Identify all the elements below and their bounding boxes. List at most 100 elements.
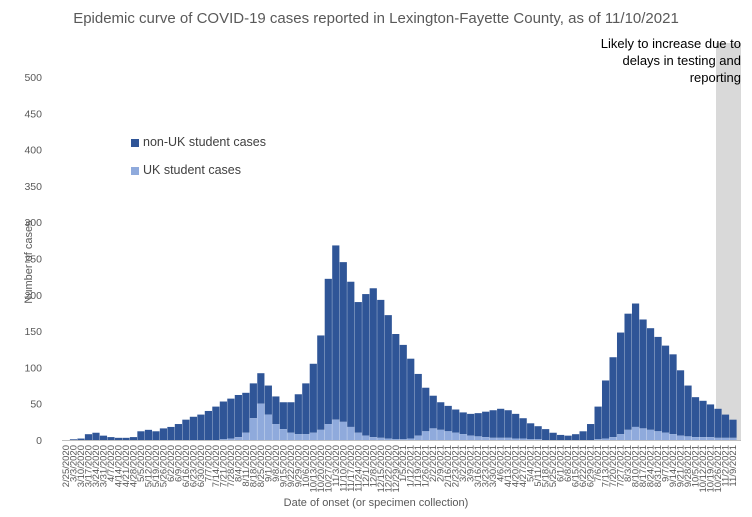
- bar-uk: [631, 426, 640, 440]
- bar-uk: [699, 437, 707, 440]
- bar-non-uk: [676, 370, 685, 436]
- bar-uk: [616, 434, 625, 440]
- x-tick-label: 7/14/2020: [211, 445, 222, 487]
- bar-non-uk: [549, 432, 557, 440]
- bar-uk: [317, 429, 325, 440]
- bar-non-uk: [107, 437, 115, 440]
- bar-non-uk: [294, 394, 302, 435]
- bar-uk: [594, 439, 602, 440]
- x-tick-label: 10/20/2020: [316, 445, 327, 493]
- x-tick-label: 6/2/2020: [166, 445, 177, 482]
- bar-uk: [691, 437, 700, 440]
- bar-uk: [512, 438, 520, 440]
- x-tick-label: 11/10/2020: [338, 445, 349, 492]
- x-tick-label: 4/21/2020: [121, 445, 132, 487]
- x-tick-label: 6/16/2020: [181, 445, 192, 487]
- x-tick-label: 4/7/2020: [106, 445, 117, 482]
- x-tick-label: 3/31/2020: [98, 445, 109, 487]
- bar-non-uk: [84, 434, 93, 440]
- x-tick-label: 3/16/2021: [473, 445, 484, 487]
- x-tick-label: 4/28/2020: [128, 445, 139, 487]
- bar-uk: [429, 428, 437, 440]
- bar-non-uk: [684, 385, 692, 437]
- x-tick-label: 11/2/2021: [721, 445, 732, 487]
- bar-non-uk: [114, 437, 123, 440]
- bar-uk: [474, 436, 482, 440]
- x-tick-label: 7/21/2020: [218, 445, 229, 487]
- x-tick-label: 4/14/2020: [113, 445, 124, 487]
- x-tick-label: 7/28/2020: [226, 445, 237, 487]
- x-tick-label: 8/31/2021: [653, 445, 664, 487]
- x-tick-label: 4/27/2021: [518, 445, 529, 487]
- bar-non-uk: [99, 435, 108, 440]
- y-tick-label: 150: [24, 326, 42, 338]
- x-tick-label: 12/15/2020: [376, 445, 387, 493]
- bar-non-uk: [174, 424, 183, 440]
- x-tick-label: 6/30/2020: [196, 445, 207, 487]
- bar-uk: [444, 431, 452, 440]
- x-tick-label: 4/13/2021: [503, 445, 514, 487]
- bar-uk: [369, 437, 377, 440]
- bar-uk: [661, 432, 670, 440]
- bar-uk: [279, 429, 287, 440]
- x-tick-label: 9/28/2021: [683, 445, 694, 487]
- bar-non-uk: [242, 392, 250, 433]
- bar-non-uk: [144, 429, 153, 440]
- x-tick-label: 10/12/2021: [698, 445, 709, 493]
- bar-non-uk: [646, 328, 655, 430]
- bar-uk: [234, 437, 242, 440]
- x-tick-label: 10/26/2021: [713, 445, 724, 493]
- shaded-region-annotation: Likely to increase due to delays in test…: [575, 35, 741, 86]
- y-tick-label: 450: [24, 108, 42, 120]
- bar-non-uk: [347, 281, 355, 427]
- bar-non-uk: [287, 402, 295, 433]
- x-tick-label: 8/3/2021: [623, 445, 634, 482]
- x-tick-label: 12/29/2020: [391, 445, 402, 493]
- bar-non-uk: [137, 431, 145, 440]
- bar-non-uk: [339, 262, 347, 422]
- bar-non-uk: [534, 426, 542, 440]
- bar-non-uk: [399, 344, 407, 440]
- x-tick-label: 9/22/2020: [286, 445, 297, 487]
- bar-uk: [392, 439, 400, 440]
- legend-swatch-uk: [131, 167, 139, 175]
- bar-non-uk: [624, 313, 632, 430]
- x-tick-label: 6/22/2021: [578, 445, 589, 487]
- bar-uk: [459, 434, 467, 440]
- y-axis-title: Number of cases: [23, 220, 35, 304]
- y-tick-label: 350: [24, 181, 42, 193]
- bar-non-uk: [601, 380, 610, 439]
- x-tick-label: 7/27/2021: [616, 445, 627, 487]
- bar-non-uk: [249, 383, 257, 419]
- bar-uk: [601, 438, 610, 440]
- bar-uk: [264, 414, 272, 440]
- bar-non-uk: [302, 383, 310, 435]
- bar-non-uk: [489, 410, 497, 438]
- bar-non-uk: [706, 404, 715, 438]
- x-tick-label: 9/1/2020: [263, 445, 274, 482]
- x-tick-label: 5/4/2021: [526, 445, 537, 482]
- bar-non-uk: [182, 419, 190, 440]
- bar-non-uk: [92, 432, 100, 440]
- shaded-region: [716, 43, 741, 440]
- bar-uk: [504, 437, 512, 440]
- bar-non-uk: [77, 438, 85, 440]
- bar-non-uk: [369, 288, 377, 438]
- x-tick-label: 11/24/2020: [353, 445, 364, 492]
- bar-non-uk: [699, 400, 707, 438]
- y-tick-label: 300: [24, 217, 42, 229]
- bar-non-uk: [482, 411, 490, 438]
- bar-non-uk: [362, 294, 370, 436]
- x-tick-label: 5/19/2020: [151, 445, 162, 487]
- bar-non-uk: [392, 334, 400, 440]
- bar-uk: [249, 418, 257, 440]
- bar-uk: [272, 424, 280, 440]
- bar-non-uk: [332, 245, 340, 420]
- x-tick-label: 4/20/2021: [511, 445, 522, 487]
- bar-non-uk: [542, 429, 550, 440]
- bar-non-uk: [594, 406, 602, 440]
- x-tick-label: 1/12/2021: [406, 445, 417, 487]
- x-tick-label: 3/2/2021: [458, 445, 469, 482]
- x-tick-label: 3/30/2021: [488, 445, 499, 487]
- bar-uk: [609, 437, 617, 440]
